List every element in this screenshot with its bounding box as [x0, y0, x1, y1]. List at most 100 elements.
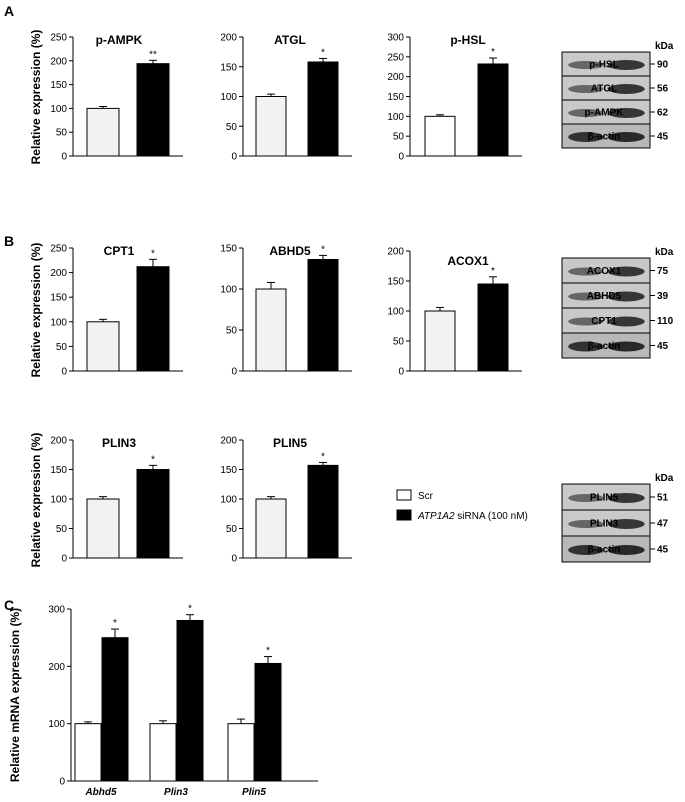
kda-value: 47	[657, 519, 669, 530]
band-scr	[568, 520, 604, 528]
y-tick-label-0: 0	[231, 152, 237, 163]
blot-protein-label: β-actin	[588, 132, 621, 143]
blot-protein-label: CPT1	[591, 316, 617, 327]
bar-scr	[255, 96, 287, 157]
bar-sirna	[307, 61, 339, 157]
y-tick-label-0: 0	[231, 367, 237, 378]
chart-title: CPT1	[104, 244, 135, 258]
significance-plin3: *	[188, 604, 192, 615]
kda-value: 51	[657, 493, 669, 504]
y-tick-label-150: 150	[50, 80, 67, 91]
bar-scr	[86, 321, 120, 372]
bar-sirna	[136, 63, 170, 157]
bar-scr	[424, 310, 456, 372]
y-tick-label-50: 50	[226, 122, 238, 133]
bar-sirna	[307, 258, 339, 372]
y-tick-label-50: 50	[56, 342, 68, 353]
significance-mark: **	[149, 49, 157, 60]
chart-abhd5: 0 50 100 150 ABHD5 *	[220, 244, 352, 378]
y-tick-label-100: 100	[48, 719, 65, 730]
y-tick-label-50: 50	[393, 132, 405, 143]
band-scr	[568, 317, 604, 326]
chart-title: ACOX1	[447, 254, 489, 268]
band-sirna	[607, 291, 645, 302]
y-tick-label-0: 0	[61, 367, 67, 378]
kda-value: 90	[657, 60, 669, 71]
legend-swatch-scr	[396, 489, 412, 501]
kda-value: 45	[657, 341, 669, 352]
panel-label-c: C	[4, 597, 14, 613]
legend: Scr ATP1A2 siRNA (100 nM)	[396, 489, 528, 522]
legend-label-sirna-rest: siRNA (100 nM)	[455, 511, 528, 522]
y-tick-label-50: 50	[393, 337, 405, 348]
band-sirna	[607, 519, 645, 529]
significance-abhd5: *	[113, 618, 117, 629]
chart-p-ampk: 0 50 100 150 200 250 p-AMPK Relative expression…	[29, 30, 183, 165]
significance-mark: *	[151, 454, 155, 465]
y-tick-label-250: 250	[50, 33, 67, 44]
chart-title: p-AMPK	[96, 33, 143, 47]
blots-layer: kDa p-HSL 90 ATGL 56 p-AMPK 62 β-actin 45 kDa ACOX…	[561, 41, 674, 563]
y-tick-label-300: 300	[387, 33, 404, 44]
y-tick-label-100: 100	[220, 495, 237, 506]
band-sirna	[607, 545, 645, 555]
chart-title: ATGL	[274, 33, 306, 47]
y-tick-label-0: 0	[59, 777, 65, 788]
y-tick-label-200: 200	[220, 436, 237, 447]
y-tick-label-150: 150	[220, 244, 237, 255]
y-tick-label-150: 150	[50, 293, 67, 304]
band-scr	[568, 267, 604, 276]
y-tick-label-300: 300	[48, 605, 65, 616]
y-tick-label-0: 0	[398, 152, 404, 163]
significance-mark: *	[491, 47, 495, 58]
legend-label-sirna-gene: ATP1A2	[417, 511, 455, 522]
y-axis-label: Relative expression (%)	[29, 243, 43, 378]
kda-header: kDa	[655, 247, 674, 258]
legend-swatch-sirna	[396, 509, 412, 521]
bar-scr	[424, 115, 456, 157]
y-tick-label-250: 250	[387, 52, 404, 63]
y-tick-label-200: 200	[50, 56, 67, 67]
kda-header: kDa	[655, 41, 674, 52]
band-sirna	[607, 60, 645, 70]
band-scr	[568, 292, 604, 301]
chart-plin5: 0 50 100 150 200 PLIN5 *	[220, 436, 352, 565]
band-scr	[568, 132, 604, 142]
x-category-abhd5: Abhd5	[84, 787, 117, 798]
y-tick-label-250: 250	[50, 244, 67, 255]
y-axis-label: Relative expression (%)	[29, 30, 43, 165]
charts-layer: 0 50 100 150 200 250 p-AMPK Relative expression…	[8, 30, 522, 798]
y-tick-label-50: 50	[56, 524, 68, 535]
bar-plin3-sirna	[176, 619, 204, 782]
significance-mark: *	[321, 47, 325, 58]
significance-plin5: *	[266, 646, 270, 657]
y-tick-label-150: 150	[387, 92, 404, 103]
blot-protein-label: ATGL	[591, 84, 617, 95]
band-scr	[568, 109, 604, 117]
bar-sirna	[136, 469, 170, 559]
kda-value: 56	[657, 84, 669, 95]
y-tick-label-100: 100	[220, 285, 237, 296]
bar-plin5-sirna	[254, 662, 282, 782]
kda-value: 45	[657, 545, 669, 556]
bar-scr	[86, 498, 120, 559]
kda-value: 110	[657, 316, 674, 327]
x-category-plin3: Plin3	[164, 787, 188, 798]
band-scr	[568, 494, 604, 502]
significance-mark: *	[151, 248, 155, 259]
y-tick-label-100: 100	[220, 92, 237, 103]
bar-sirna	[307, 464, 339, 559]
band-sirna	[607, 493, 645, 503]
panel-label-b: B	[4, 233, 14, 249]
chart-mrna: 0 100 200 300 Relative mRNA expression (%) * A…	[8, 604, 318, 798]
y-tick-label-150: 150	[50, 465, 67, 476]
y-tick-label-50: 50	[226, 524, 238, 535]
band-scr	[568, 341, 604, 352]
significance-mark: *	[491, 266, 495, 277]
chart-p-hsl: 0 50 100 150 200 250 300 p-HSL *	[387, 33, 522, 163]
chart-cpt1: 0 50 100 150 200 250 CPT1 Relative expression (…	[29, 243, 183, 378]
bar-sirna	[477, 283, 509, 372]
y-tick-label-0: 0	[398, 367, 404, 378]
chart-title: p-HSL	[450, 33, 485, 47]
bar-scr	[86, 107, 120, 157]
